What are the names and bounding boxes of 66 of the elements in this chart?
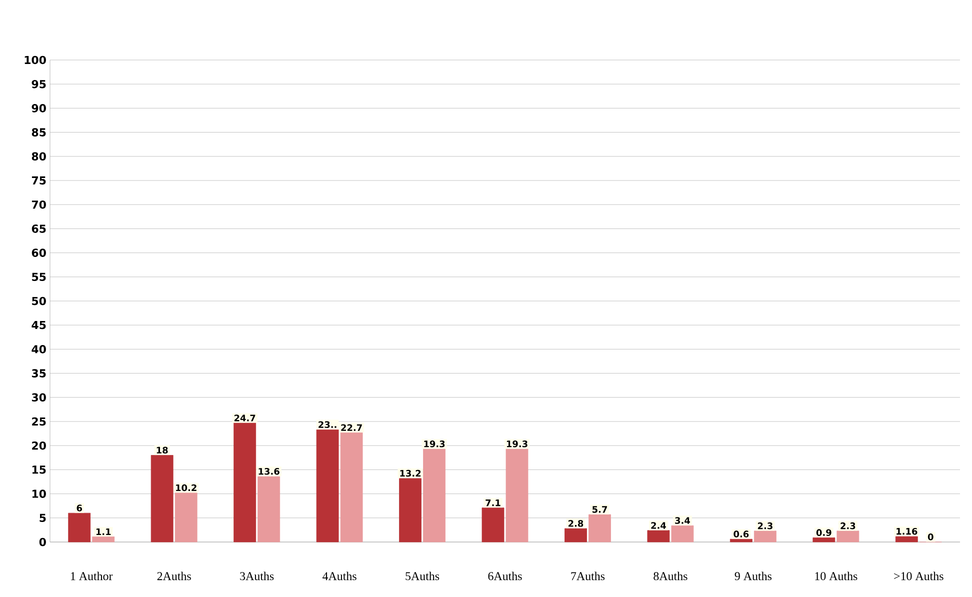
bar [730,538,752,542]
x-tick-label: 9 Auths [734,572,772,580]
bar [482,508,504,542]
data-label: 22.7 [341,424,362,431]
data-label: 19.3 [506,440,528,448]
x-tick-label: 10 Auths [815,572,858,580]
y-tick-label: 0 [39,538,46,546]
y-tick-label: 20 [32,441,46,450]
data-label: 1.16 [896,528,918,535]
y-tick-label: 70 [32,200,46,209]
x-tick-label: 2Auths [157,572,191,580]
bar [647,530,670,542]
x-tick-label: 6Auths [488,572,522,580]
data-label: 6 [76,504,82,512]
data-label: 5.7 [592,506,607,513]
y-tick-label: 60 [32,248,46,257]
bar [340,432,363,542]
y-tick-label: 80 [32,152,46,161]
data-label: 23.. [318,421,336,428]
data-label: 2.3 [840,522,856,530]
x-tick-label: 8Auths [654,572,688,580]
data-label: 10.2 [176,484,196,492]
x-tick-label: 7Auths [571,572,605,580]
data-label: 2.3 [758,522,772,530]
y-tick-label: 75 [32,176,46,185]
y-tick-label: 5 [40,514,46,522]
y-tick-label: 10 [32,490,46,498]
y-tick-label: 90 [32,104,46,112]
x-tick-label: 1 Author [70,572,113,580]
y-tick-label: 50 [32,296,46,306]
y-tick-label: 55 [32,272,46,281]
data-label: 13.6 [258,468,280,475]
bar [68,512,91,542]
bar [506,448,528,542]
bar [812,537,836,542]
y-tick-label: 25 [32,417,46,426]
bar [92,536,115,542]
data-label: 0.9 [816,529,832,536]
y-tick-label: 65 [32,224,46,233]
data-label: 2.4 [651,522,666,529]
y-tick-label: 85 [32,128,46,136]
y-tick-label: 15 [32,466,46,474]
y-tick-label: 95 [32,80,46,88]
y-tick-label: 100 [24,56,46,64]
data-label: 3.4 [675,517,690,524]
data-label: 1.1 [96,528,111,535]
bar [836,530,860,542]
data-label: 13.2 [400,470,421,477]
bar [564,528,587,542]
y-tick-label: 35 [32,369,46,378]
x-tick-label: 5Auths [406,572,440,580]
bar [671,525,694,542]
y-tick-label: 45 [32,321,46,330]
data-label: 19.3 [424,440,445,448]
x-tick-label: 4Auths [322,572,356,580]
data-label: 0 [928,534,934,540]
bar [234,422,256,542]
data-label: 24.7 [234,414,256,422]
y-tick-label: 30 [32,393,46,402]
x-tick-label: 3Auths [240,572,274,580]
data-label: 2.8 [568,520,584,527]
data-label: 0.6 [734,530,749,538]
data-label: 18 [156,446,168,454]
data-label: 7.1 [486,500,500,506]
x-tick-label: >10 Auths [894,572,944,580]
y-tick-label: 40 [32,345,46,354]
